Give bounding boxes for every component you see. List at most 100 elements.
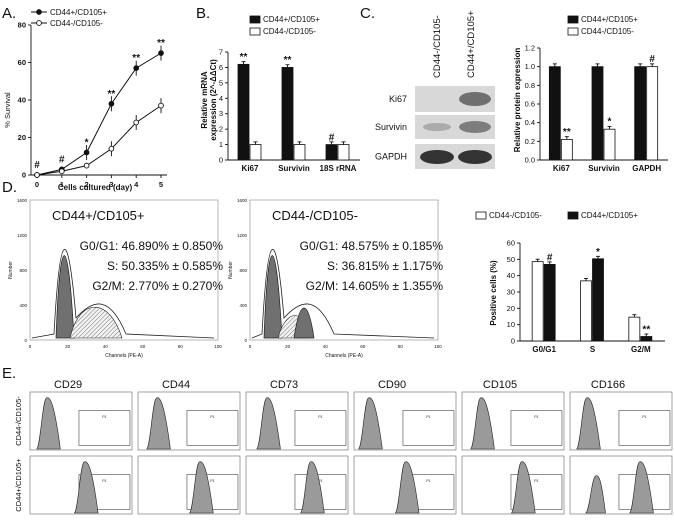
histogram-xtick-label: 60 bbox=[140, 344, 146, 349]
panel-c-legend-label: CD44+/CD105+ bbox=[581, 15, 638, 24]
blot-band-gapdh bbox=[420, 150, 454, 164]
panel-b-annotation: # bbox=[329, 132, 335, 143]
panel-b-ytick-label: 7 bbox=[219, 48, 223, 57]
flow-histogram-peak bbox=[510, 461, 536, 514]
flow-histogram-peak bbox=[585, 475, 606, 514]
histogram-g0g1-text: G0/G1: 48.575% ± 0.185% bbox=[300, 239, 444, 253]
panel-a-legend-label: CD44-/CD105- bbox=[50, 19, 103, 28]
panel-a-xtick-label: 3 bbox=[109, 180, 113, 189]
flow-gate-label: P1 bbox=[534, 479, 538, 483]
histogram-ytick-label: 1600 bbox=[237, 198, 248, 203]
flow-plot-frame bbox=[245, 455, 349, 515]
flow-plot-frame bbox=[569, 455, 673, 515]
panel-a-xtick-label: 2 bbox=[85, 180, 89, 189]
panel-d-legend-swatch bbox=[567, 211, 579, 220]
histogram-g0g1-peak bbox=[55, 255, 75, 339]
blot-band-ki67 bbox=[459, 92, 491, 106]
panel-b-bar-filled bbox=[325, 144, 338, 161]
histogram-g2m-text: G2/M: 2.770% ± 0.270% bbox=[92, 279, 223, 293]
panel-d-ylabel: Positive cells (%) bbox=[489, 260, 498, 326]
panel-b-bar-open bbox=[337, 144, 350, 161]
histogram-envelope bbox=[251, 249, 435, 339]
blot-row-label: GAPDH bbox=[375, 152, 407, 162]
panel-a-annotation: ** bbox=[157, 38, 165, 49]
panel-b-legend-swatch bbox=[249, 15, 261, 24]
panel-c-bar-filled bbox=[591, 66, 604, 161]
histogram-xtick-label: 0 bbox=[29, 344, 32, 349]
panel-a-xtick-label: 1 bbox=[60, 180, 64, 189]
histogram-xtick-label: 80 bbox=[398, 344, 404, 349]
panel-c-chart: Relative protein expression 0.0 0.2 0.4 0.6… bbox=[513, 15, 668, 173]
flow-row-label: CD44+/CD105+ bbox=[14, 458, 23, 512]
panel-b-bar-open bbox=[249, 144, 262, 161]
blot-band-gapdh bbox=[458, 150, 492, 164]
flow-gate bbox=[510, 474, 563, 510]
panel-d-ytick-label: 20 bbox=[507, 304, 515, 313]
flow-gate bbox=[294, 410, 347, 446]
panel-d-annotation: # bbox=[547, 252, 553, 263]
flow-marker-label: CD90 bbox=[378, 379, 406, 391]
histogram-xtick-label: 20 bbox=[65, 344, 71, 349]
panel-b-ylabel-2: expression (2^-ΔΔCt) bbox=[209, 59, 218, 141]
panel-c-ytick-label: 1.2 bbox=[525, 44, 535, 53]
panel-b-category-label: Survivin bbox=[278, 164, 310, 173]
panel-c-annotation: * bbox=[608, 117, 612, 128]
panel-b-ytick-label: 0 bbox=[219, 156, 223, 165]
flow-histogram-peak bbox=[36, 397, 61, 450]
histogram-ytick-label: 1600 bbox=[17, 198, 28, 203]
histogram-ytick-label: 400 bbox=[239, 303, 247, 308]
panel-a-series-line bbox=[36, 105, 162, 176]
flow-cytometry-grid: CD29 CD44 CD73 CD90 CD105 CD166 CD44-/CD105- CD… bbox=[14, 379, 673, 515]
histogram-xlabel: Channels (PE-A) bbox=[105, 353, 143, 359]
flow-histogram-peak bbox=[358, 397, 383, 450]
panel-a-xtick-label: 0 bbox=[35, 180, 39, 189]
flow-marker-label: CD44 bbox=[162, 379, 190, 391]
panel-b-category-label: Ki67 bbox=[242, 164, 259, 173]
panel-b-chart: Relative mRNA expression (2^-ΔΔCt) 0 1 2 3 4… bbox=[200, 15, 360, 173]
panel-a-xlabel: Cells cultured (day) bbox=[58, 183, 133, 192]
panel-b-annotation: ** bbox=[284, 55, 292, 66]
flow-gate bbox=[510, 410, 563, 446]
flow-gate bbox=[78, 410, 131, 446]
flow-histogram-peak bbox=[394, 461, 420, 514]
histogram-xtick-label: 60 bbox=[360, 344, 366, 349]
panel-b-ytick-label: 5 bbox=[219, 78, 223, 87]
panel-c-letter: C. bbox=[360, 5, 375, 22]
blot-band-survivin bbox=[459, 121, 491, 133]
panel-a-xtick-label: 4 bbox=[134, 180, 139, 189]
flow-histogram-peak bbox=[73, 461, 99, 514]
flow-histogram-peak bbox=[188, 461, 214, 514]
histogram-ytick-label: 1200 bbox=[17, 233, 28, 238]
histogram-title: CD44+/CD105+ bbox=[52, 208, 145, 223]
histogram-envelope bbox=[31, 249, 215, 339]
panel-d-legend-swatch bbox=[475, 211, 487, 220]
blot-row-label: Survivin bbox=[375, 122, 407, 132]
histogram-s-text: S: 50.335% ± 0.585% bbox=[107, 259, 223, 273]
panel-a-point bbox=[83, 162, 90, 169]
flow-histogram-peak bbox=[256, 397, 281, 450]
panel-d-bar-filled bbox=[543, 264, 556, 342]
panel-a-annotation: * bbox=[85, 138, 89, 149]
panel-d-ytick-label: 0 bbox=[511, 337, 515, 346]
histogram-xtick-label: 40 bbox=[323, 344, 329, 349]
panel-a-point bbox=[158, 50, 164, 56]
panel-a-legend-label: CD44+/CD105+ bbox=[50, 8, 107, 17]
histogram-xtick-label: 0 bbox=[249, 344, 252, 349]
flow-gate bbox=[402, 410, 455, 446]
panel-b-bar-filled bbox=[281, 67, 294, 161]
histogram-g0g1-text: G0/G1: 46.890% ± 0.850% bbox=[80, 239, 224, 253]
panel-a-ytick-label: 20 bbox=[18, 133, 26, 142]
panel-c-bar-open bbox=[603, 128, 616, 161]
blot-band-survivin bbox=[423, 123, 451, 131]
flow-marker-label: CD166 bbox=[591, 379, 625, 391]
histogram-xtick-label: 100 bbox=[434, 344, 442, 349]
flow-gate-label: P1 bbox=[210, 479, 214, 483]
panel-d-bar-filled bbox=[640, 336, 653, 342]
panel-a-point bbox=[158, 102, 164, 109]
flow-marker-label: CD73 bbox=[270, 379, 298, 391]
blot-column-label: CD44+/CD105+ bbox=[466, 10, 477, 78]
panel-b-letter: B. bbox=[196, 5, 210, 22]
histogram-s-phase bbox=[69, 307, 123, 339]
panel-a-xtick-label: 5 bbox=[159, 180, 163, 189]
histogram-xlabel: Channels (PE-A) bbox=[325, 353, 363, 359]
